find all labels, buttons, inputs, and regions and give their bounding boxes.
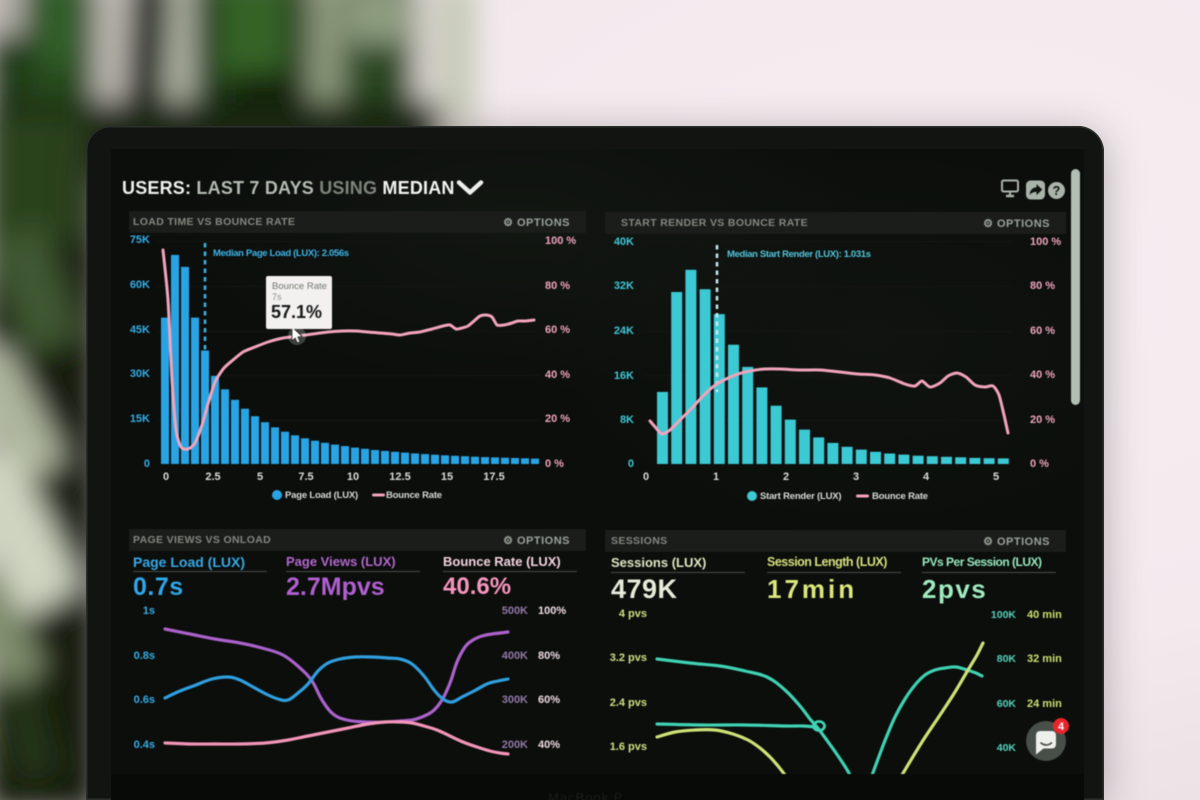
svg-text:?: ? (1053, 184, 1061, 198)
svg-text:4: 4 (1058, 721, 1065, 733)
